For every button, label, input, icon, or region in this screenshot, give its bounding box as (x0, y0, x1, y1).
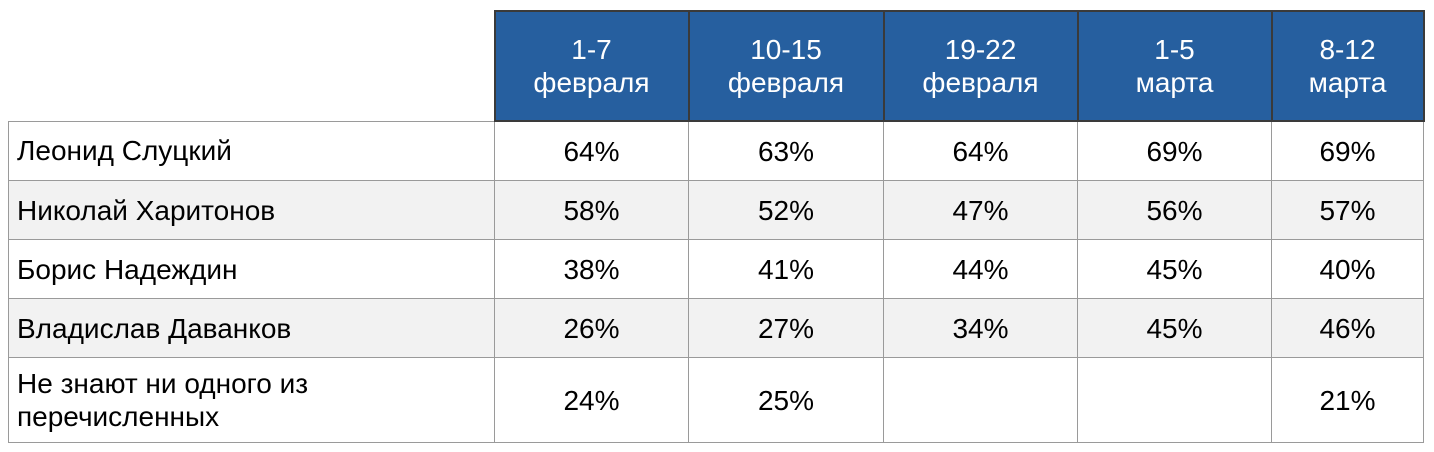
table-cell: 21% (1271, 357, 1424, 443)
table-cell: 38% (494, 239, 689, 299)
table-cell: 46% (1271, 298, 1424, 358)
table-row: Николай Харитонов 58% 52% 47% 56% 57% (8, 180, 1424, 240)
column-header: 8-12 марта (1270, 10, 1425, 122)
table-cell: 69% (1271, 120, 1424, 181)
column-header: 1-7 февраля (493, 10, 690, 122)
table-cell: 47% (883, 180, 1078, 240)
row-label: Не знают ни одного из перечисленных (8, 357, 495, 443)
table-container: 1-7 февраля 10-15 февраля 19-22 февраля 1-5… (8, 10, 1425, 443)
column-header: 10-15 февраля (687, 10, 885, 122)
corner-cell (8, 11, 495, 122)
table-cell: 26% (494, 298, 689, 358)
row-label: Леонид Слуцкий (8, 120, 495, 181)
table-body: Леонид Слуцкий 64% 63% 64% 69% 69% Николай Хар… (8, 120, 1424, 443)
table-cell: 40% (1271, 239, 1424, 299)
table-cell: 64% (494, 120, 689, 181)
table-cell: 27% (688, 298, 884, 358)
table-row: Владислав Даванков 26% 27% 34% 45% 46% (8, 298, 1424, 358)
table-cell: 41% (688, 239, 884, 299)
table-cell: 58% (494, 180, 689, 240)
table-cell: 45% (1077, 239, 1272, 299)
table-row: Леонид Слуцкий 64% 63% 64% 69% 69% (8, 120, 1424, 181)
table-cell: 25% (688, 357, 884, 443)
header-row: 1-7 февраля 10-15 февраля 19-22 февраля 1-5… (8, 10, 1425, 122)
table-cell: 69% (1077, 120, 1272, 181)
table-row: Не знают ни одного из перечисленных 24% 25… (8, 357, 1424, 443)
table-cell: 24% (494, 357, 689, 443)
table-cell (1077, 357, 1272, 443)
table-cell: 56% (1077, 180, 1272, 240)
table-cell: 64% (883, 120, 1078, 181)
row-label: Владислав Даванков (8, 298, 495, 358)
table-cell: 34% (883, 298, 1078, 358)
column-header: 1-5 марта (1076, 10, 1273, 122)
row-label: Борис Надеждин (8, 239, 495, 299)
table-cell: 57% (1271, 180, 1424, 240)
column-header: 19-22 февраля (882, 10, 1079, 122)
table-cell (883, 357, 1078, 443)
table-row: Борис Надеждин 38% 41% 44% 45% 40% (8, 239, 1424, 299)
table-cell: 52% (688, 180, 884, 240)
table-cell: 44% (883, 239, 1078, 299)
table-cell: 63% (688, 120, 884, 181)
table-cell: 45% (1077, 298, 1272, 358)
poll-table: 1-7 февраля 10-15 февраля 19-22 февраля 1-5… (8, 10, 1425, 443)
row-label: Николай Харитонов (8, 180, 495, 240)
